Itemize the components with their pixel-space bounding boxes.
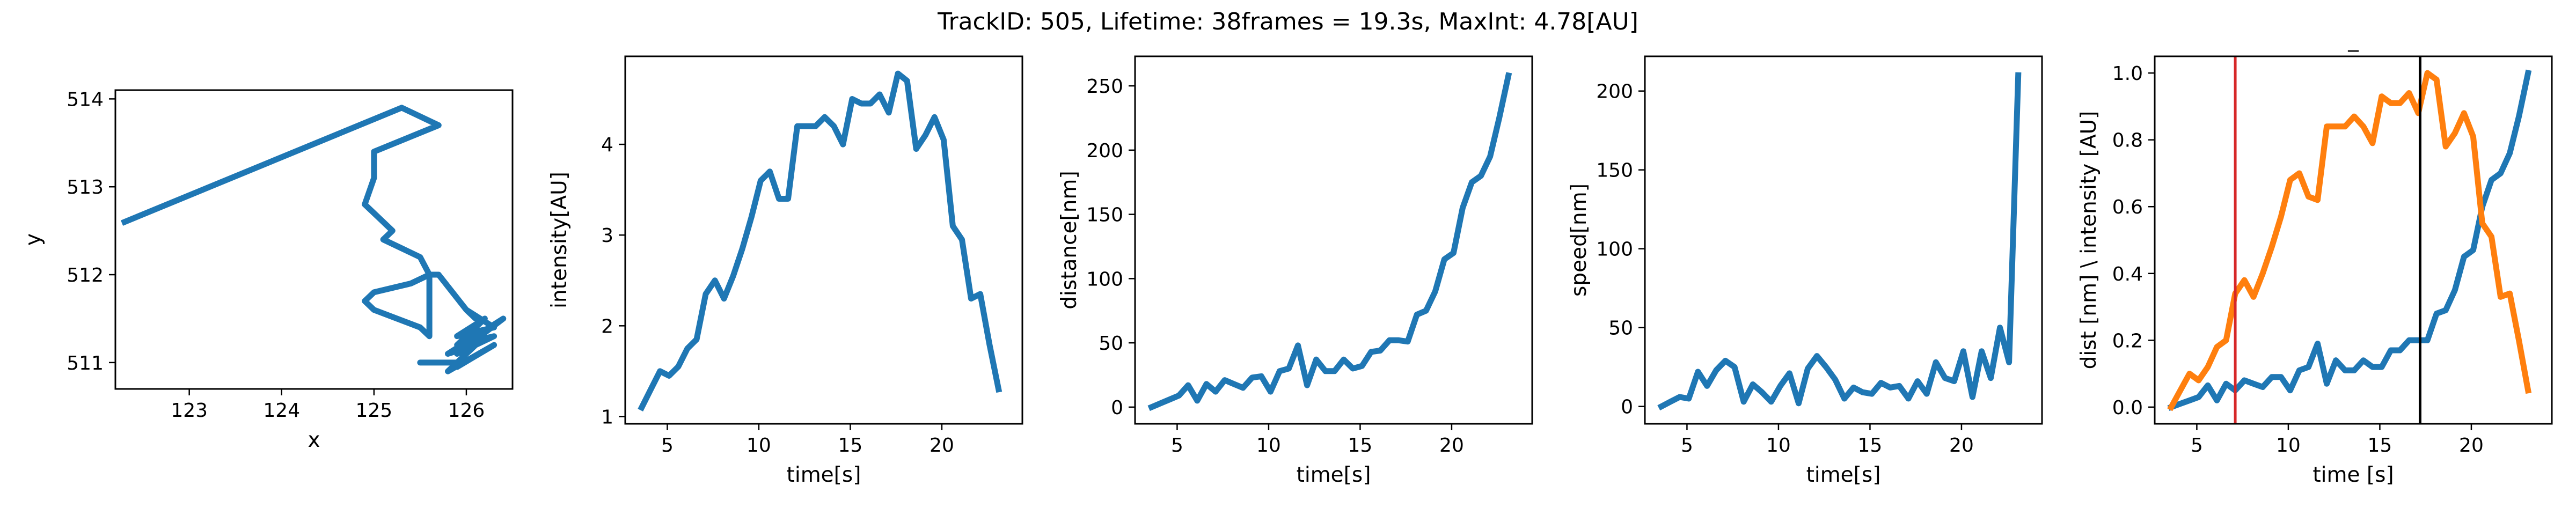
- x-tick-label: 126: [448, 400, 485, 422]
- y-tick-label: 513: [67, 176, 104, 198]
- subplot-title: _: [2347, 28, 2359, 52]
- y-tick-label: 512: [67, 264, 104, 286]
- y-tick-label: 50: [1608, 318, 1633, 340]
- y-tick-label: 4: [601, 134, 613, 156]
- x-tick-label: 15: [1858, 435, 1883, 457]
- x-tick-label: 10: [1256, 435, 1281, 457]
- y-tick-label: 514: [67, 89, 104, 111]
- y-tick-label: 1.0: [2112, 63, 2143, 85]
- y-tick-label: 0.6: [2112, 196, 2143, 218]
- y-tick-label: 0: [1111, 397, 1123, 419]
- x-tick-label: 125: [356, 400, 393, 422]
- y-tick-label: 0: [1621, 396, 1633, 418]
- x-axis-label: time[s]: [1297, 463, 1371, 487]
- y-tick-label: 200: [1596, 81, 1633, 103]
- y-axis-label: y: [21, 233, 46, 246]
- x-tick-label: 5: [1681, 435, 1693, 457]
- y-axis-label: dist [nm] \ intensity [AU]: [2077, 111, 2101, 370]
- y-axis-label: distance[nm]: [1057, 171, 1081, 309]
- y-tick-label: 0.2: [2112, 330, 2143, 352]
- x-tick-label: 10: [747, 435, 771, 457]
- series-line-1: [1657, 72, 2022, 411]
- y-tick-label: 250: [1086, 76, 1123, 98]
- y-tick-label: 150: [1596, 160, 1633, 182]
- y-axis-label: speed[nm]: [1567, 183, 1591, 297]
- series-line-1: [1147, 72, 1512, 411]
- suptitle: TrackID: 505, Lifetime: 38frames = 19.3s…: [937, 8, 1638, 35]
- y-tick-label: 100: [1086, 268, 1123, 290]
- y-tick-label: 200: [1086, 140, 1123, 162]
- x-tick-label: 124: [263, 400, 300, 422]
- x-tick-label: 5: [2191, 435, 2203, 457]
- subplot-3: 5 10 15 20050100150200250time[s]distance[nm…: [1057, 55, 1533, 487]
- x-tick-label: 20: [930, 435, 954, 457]
- subplot-1: 123 124 125 126 511 512 513 514 x y: [21, 89, 514, 452]
- axes-frame: [114, 89, 514, 390]
- x-tick-label: 123: [171, 400, 208, 422]
- y-tick-label: 511: [67, 352, 104, 374]
- subplot-2: 5 10 15 20 1 2 3 4 time[s] intensity[AU]: [547, 55, 1023, 487]
- y-tick-label: 100: [1596, 239, 1633, 261]
- y-tick-label: 150: [1086, 204, 1123, 226]
- y-tick-label: 1: [601, 406, 613, 428]
- x-tick-label: 20: [2459, 435, 2484, 457]
- series-line-1: [2167, 69, 2532, 411]
- y-tick-label: 0.8: [2112, 130, 2143, 152]
- axes-frame: [2154, 55, 2553, 425]
- y-tick-label: 3: [601, 225, 613, 247]
- axes-frame: [1134, 55, 1533, 425]
- x-tick-label: 20: [1949, 435, 1974, 457]
- axes-frame: [624, 55, 1023, 425]
- x-tick-label: 20: [1439, 435, 1464, 457]
- y-tick-label: 50: [1099, 333, 1123, 355]
- x-tick-label: 15: [1348, 435, 1373, 457]
- series-line-1: [638, 70, 1002, 411]
- axes-frame: [1644, 55, 2043, 425]
- y-tick-label: 2: [601, 315, 613, 337]
- x-tick-label: 10: [2276, 435, 2301, 457]
- y-tick-label: 0.4: [2112, 263, 2143, 285]
- x-axis-label: time[s]: [1806, 463, 1881, 487]
- subplot-5: 5 10 15 20 0.0 0.2 0.4 0.6 0.8 1.0 time [s] dist [n…: [2077, 28, 2553, 487]
- x-tick-label: 5: [1171, 435, 1183, 457]
- x-axis-label: time[s]: [787, 463, 861, 487]
- y-axis-label: intensity[AU]: [547, 172, 572, 308]
- series-line-1: [121, 105, 507, 374]
- x-tick-label: 15: [838, 435, 863, 457]
- x-axis-label: x: [308, 428, 320, 452]
- series-line-2: [2167, 70, 2532, 411]
- x-tick-label: 15: [2368, 435, 2392, 457]
- x-tick-label: 10: [1766, 435, 1791, 457]
- x-axis-label: time [s]: [2312, 463, 2394, 487]
- x-tick-label: 5: [661, 435, 674, 457]
- y-tick-label: 0.0: [2112, 397, 2143, 419]
